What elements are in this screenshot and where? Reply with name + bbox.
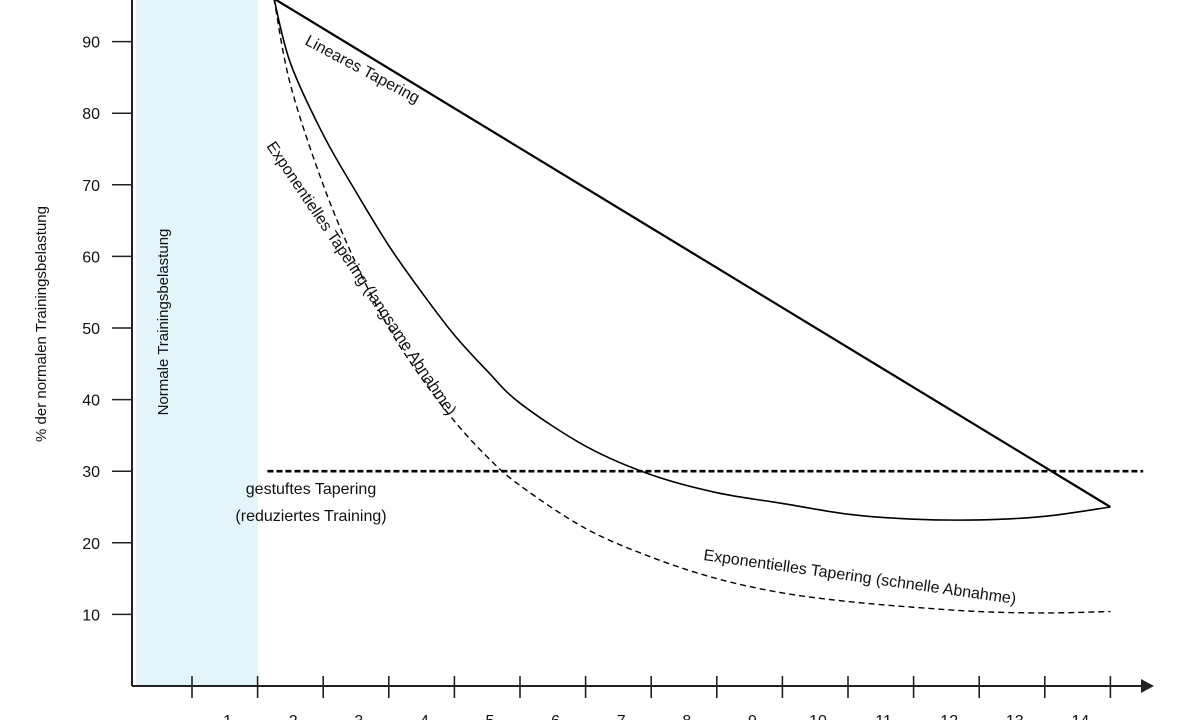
y-tick-label: 20 [82,536,100,553]
x-tick-label: 5 [486,713,495,720]
y-tick-label: 80 [82,106,100,123]
x-tick-label: 3 [354,713,363,720]
x-tick-label: 14 [1072,713,1090,720]
label-linear-tapering: Lineares Tapering [302,33,422,108]
y-tick-label: 60 [82,249,100,266]
y-tick-label: 70 [82,178,100,195]
series-lineares-tapering [274,0,1111,508]
normal-load-band [136,0,258,686]
y-axis-title: % der normalen Trainingsbelastung [33,206,50,442]
x-tick-label: 13 [1006,713,1024,720]
x-tick-label: 8 [682,713,691,720]
x-tick-label: 9 [748,713,757,720]
series-exponentielles-tapering-schnelle-abnahme [273,0,1111,614]
label-exp-fast-tapering: Exponentielles Tapering (schnelle Abnahm… [702,547,1017,608]
x-tick-label: 2 [289,713,298,720]
x-tick-label: 12 [940,713,958,720]
x-tick-label: 7 [617,713,626,720]
x-axis-arrow [1141,679,1154,693]
x-tick-label: 10 [809,713,827,720]
y-tick-label: 50 [82,321,100,338]
normal-load-band-label: Normale Trainingsbelastung [155,229,172,416]
label-exp-slow-tapering: Exponentielles Tapering (langsame Abnahm… [263,139,459,419]
y-tick-label: 40 [82,393,100,410]
label-step-tapering-note: (reduziertes Training) [235,508,386,525]
label-step-tapering: gestuftes Tapering [246,481,376,498]
x-tick-label: 1 [223,713,232,720]
x-tick-label: 11 [875,713,892,720]
series-exponentielles-tapering-langsame-abnahme [273,0,1111,521]
y-tick-label: 90 [82,35,100,52]
x-tick-label: 6 [551,713,560,720]
y-tick-label: 10 [82,607,100,624]
y-tick-label: 30 [82,464,100,481]
x-tick-label: 4 [420,713,429,720]
